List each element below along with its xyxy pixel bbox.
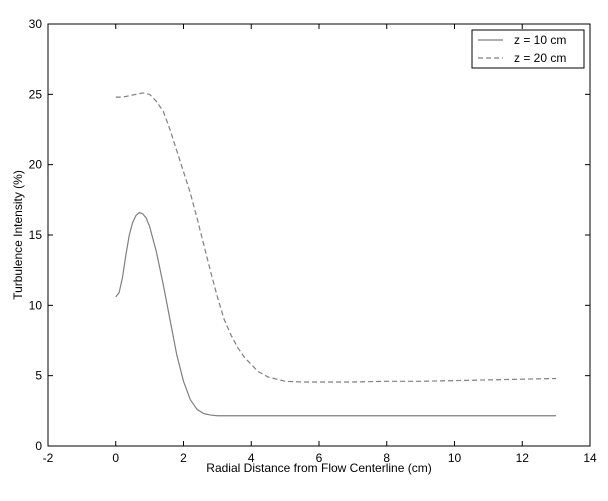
x-tick-label: 6 <box>316 451 323 465</box>
x-tick-label: 8 <box>383 451 390 465</box>
x-tick-label: 12 <box>516 451 530 465</box>
y-tick-label: 0 <box>35 439 42 453</box>
y-tick-label: 10 <box>29 298 43 312</box>
y-tick-label: 15 <box>29 228 43 242</box>
x-tick-label: 2 <box>180 451 187 465</box>
plot-area <box>47 23 591 447</box>
y-tick-label: 30 <box>29 17 43 31</box>
legend: z = 10 cm z = 20 cm <box>471 29 585 69</box>
series-line-z10 <box>115 211 557 417</box>
y-axis-label: Turbulence Intensity (%) <box>11 170 25 300</box>
x-axis-label: Radial Distance from Flow Centerline (cm… <box>206 461 431 475</box>
x-tick-label: 4 <box>248 451 255 465</box>
y-tick-label: 25 <box>29 87 43 101</box>
series-line-z20 <box>115 92 557 383</box>
x-tick-label: 0 <box>112 451 119 465</box>
series-layer <box>115 92 557 417</box>
x-tick-label: -2 <box>43 451 54 465</box>
legend-box <box>471 29 585 69</box>
legend-label-z10: z = 10 cm <box>514 33 566 47</box>
legend-label-z20: z = 20 cm <box>514 51 566 65</box>
y-tick-label: 5 <box>35 369 42 383</box>
y-tick-label: 20 <box>29 158 43 172</box>
x-tick-label: 14 <box>583 451 597 465</box>
x-tick-label: 10 <box>448 451 462 465</box>
